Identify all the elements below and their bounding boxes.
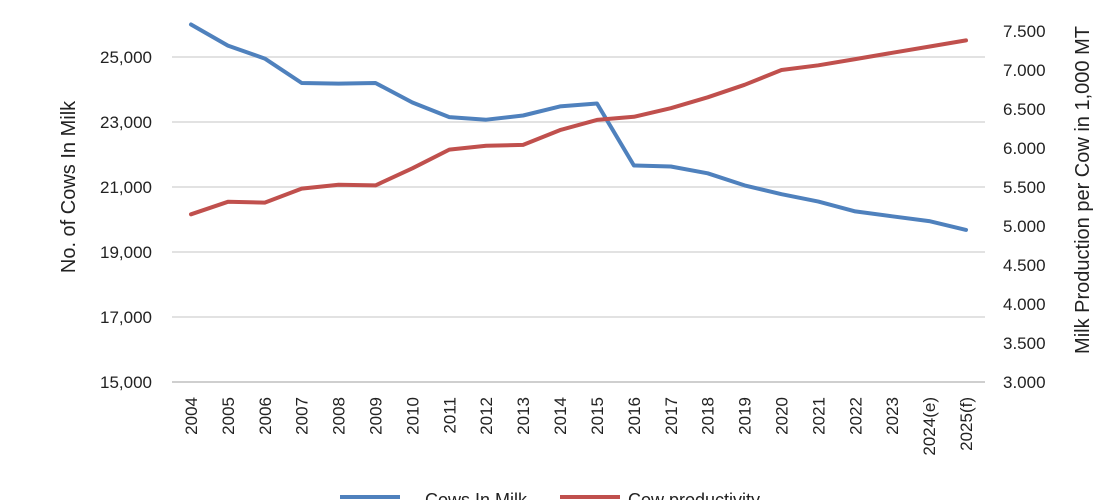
x-tick-label: 2017: [662, 397, 681, 435]
x-tick-label: 2020: [772, 397, 791, 435]
right-tick-label: 3.000: [1003, 373, 1046, 392]
right-tick-label: 4.500: [1003, 256, 1046, 275]
series-line-cows-in-milk: [189, 22, 968, 232]
right-tick-label: 5.500: [1003, 178, 1046, 197]
left-tick-label: 23,000: [100, 113, 152, 132]
left-axis-title: No. of Cows In Milk: [58, 100, 80, 273]
x-tick-label: 2007: [293, 397, 312, 435]
left-axis-ticks: 15,000 17,000 19,000 21,000 23,000 25,000: [100, 48, 152, 392]
legend-label-cows: Cows In Milk: [425, 490, 528, 500]
x-tick-label: 2008: [330, 397, 349, 435]
x-axis-ticks: 2004 2005 2006 2007 2008 2009 2010 2011 2012 2013…: [182, 397, 976, 456]
left-tick-label: 17,000: [100, 308, 152, 327]
right-tick-label: 3.500: [1003, 334, 1046, 353]
x-tick-label: 2015: [588, 397, 607, 435]
right-tick-label: 4.000: [1003, 295, 1046, 314]
left-tick-label: 19,000: [100, 243, 152, 262]
right-tick-label: 6.500: [1003, 100, 1046, 119]
right-tick-label: 7.000: [1003, 61, 1046, 80]
x-tick-label: 2024(e): [920, 397, 939, 456]
x-tick-label: 2013: [514, 397, 533, 435]
x-tick-label: 2010: [403, 397, 422, 435]
left-tick-label: 21,000: [100, 178, 152, 197]
x-tick-label: 2012: [477, 397, 496, 435]
x-tick-label: 2004: [182, 397, 201, 435]
series-lines: [189, 22, 968, 232]
x-tick-label: 2006: [256, 397, 275, 435]
x-tick-label: 2022: [846, 397, 865, 435]
left-tick-label: 25,000: [100, 48, 152, 67]
right-tick-label: 6.000: [1003, 139, 1046, 158]
x-tick-label: 2018: [699, 397, 718, 435]
x-tick-label: 2025(f): [957, 397, 976, 451]
right-axis-ticks: 3.000 3.500 4.000 4.500 5.000 5.500 6.000 6.500…: [1003, 22, 1046, 392]
right-tick-label: 7.500: [1003, 22, 1046, 41]
x-tick-label: 2021: [809, 397, 828, 435]
legend-label-productivity: Cow productivity: [628, 490, 760, 500]
x-tick-label: 2014: [551, 397, 570, 435]
x-tick-label: 2019: [736, 397, 755, 435]
x-tick-label: 2016: [625, 397, 644, 435]
x-tick-label: 2023: [883, 397, 902, 435]
x-tick-label: 2011: [440, 397, 459, 434]
series-line-cow-productivity: [189, 38, 968, 217]
left-tick-label: 15,000: [100, 373, 152, 392]
x-tick-label: 2009: [367, 397, 386, 435]
legend: Cows In Milk Cow productivity: [340, 490, 760, 500]
right-axis-title: Milk Production per Cow in 1,000 MT: [1072, 26, 1094, 354]
x-tick-label: 2005: [219, 397, 238, 435]
right-tick-label: 5.000: [1003, 217, 1046, 236]
